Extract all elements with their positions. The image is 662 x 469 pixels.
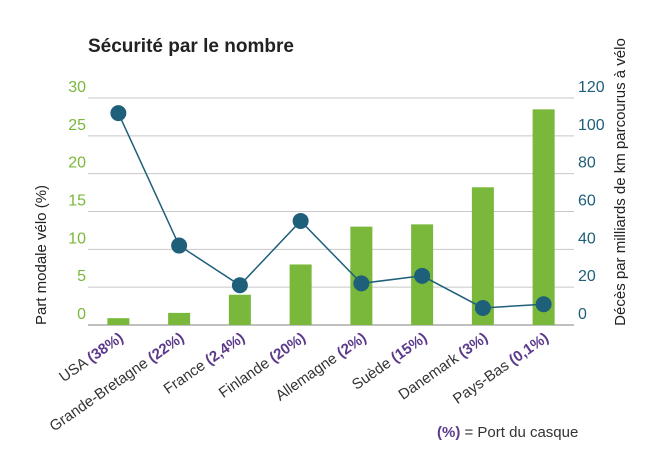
bar <box>532 109 555 325</box>
y-tick-left: 5 <box>77 268 86 285</box>
line-point <box>231 277 248 294</box>
y-tick-left: 15 <box>68 193 86 210</box>
helmet-note: (%) = Port du casque <box>437 424 578 441</box>
line-point <box>292 212 309 229</box>
line-point <box>414 267 431 284</box>
series-line <box>117 112 544 309</box>
helmet-percentage: (22%) <box>145 329 188 366</box>
bar <box>471 187 494 325</box>
y-tick-right: 100 <box>578 117 605 134</box>
helmet-percentage: (38%) <box>84 329 127 366</box>
helmet-note-symbol: (%) <box>437 424 460 441</box>
category-name: Suède <box>349 352 398 393</box>
line-point <box>171 237 188 254</box>
y-axis-right-label: Décès par milliards de km parcourus à vé… <box>612 38 629 326</box>
helmet-percentage: (20%) <box>266 329 309 366</box>
y-tick-right: 120 <box>578 79 605 96</box>
helmet-percentage: (3%) <box>455 329 491 361</box>
helmet-percentage: (2%) <box>334 329 370 361</box>
y-tick-right: 60 <box>578 193 596 210</box>
y-tick-left: 20 <box>68 155 86 172</box>
axis-ticks: 0 5 10 15 20 25 30 0 20 40 60 80 100 120 <box>68 79 605 323</box>
y-tick-left: 25 <box>68 117 86 134</box>
line-point <box>535 296 552 313</box>
chart-title: Sécurité par le nombre <box>88 36 294 57</box>
bar-series <box>107 109 555 325</box>
y-tick-right: 20 <box>578 268 596 285</box>
category-name: France <box>161 355 212 398</box>
y-tick-left: 0 <box>77 306 86 323</box>
bar <box>168 312 191 325</box>
helmet-percentage: (2,4%) <box>202 329 248 368</box>
line-series <box>110 105 552 316</box>
helmet-note-text: = Port du casque <box>460 424 578 441</box>
y-tick-left: 30 <box>68 79 86 96</box>
line-point <box>474 299 491 316</box>
bar <box>228 294 251 325</box>
gridlines <box>88 97 574 326</box>
helmet-percentage: (0,1%) <box>506 329 552 368</box>
line-point <box>353 275 370 292</box>
bar <box>107 318 130 325</box>
bar <box>289 264 312 325</box>
category-name: Finlande <box>216 352 276 401</box>
y-tick-right: 0 <box>578 306 587 323</box>
y-tick-right: 80 <box>578 155 596 172</box>
y-tick-right: 40 <box>578 230 596 247</box>
category-name: Grande-Bretagne <box>47 352 155 435</box>
y-tick-left: 10 <box>68 230 86 247</box>
category-labels: USA (38%)Grande-Bretagne (22%)France (2,… <box>47 329 552 435</box>
y-axis-left-label: Part modale vélo (%) <box>33 185 50 325</box>
line-point <box>110 105 127 122</box>
helmet-percentage: (15%) <box>388 329 431 366</box>
